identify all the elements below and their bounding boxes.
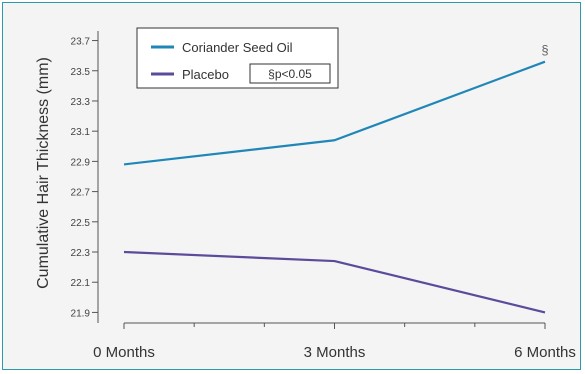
y-axis: 23.7 23.5 23.3 23.1 22.9 22.7 22.5 22.3 22.1 21.9 <box>71 31 98 323</box>
significance-marker: § <box>541 43 548 58</box>
x-axis: 0 Months 3 Months 6 Months <box>93 323 576 361</box>
legend: Coriander Seed Oil Placebo §p<0.05 <box>137 28 338 88</box>
line-chart: 23.7 23.5 23.3 23.1 22.9 22.7 22.5 22.3 22.1 21.9… <box>3 3 582 371</box>
y-tick-label: 23.5 <box>71 67 91 78</box>
x-tick-label: 3 Months <box>304 344 366 361</box>
series-line-placebo <box>124 252 545 312</box>
y-tick-label: 22.1 <box>71 278 91 289</box>
y-tick-label: 22.9 <box>71 157 91 168</box>
legend-label-placebo: Placebo <box>182 67 229 82</box>
significance-note: §p<0.05 <box>268 67 312 81</box>
y-tick-label: 23.7 <box>71 37 91 48</box>
y-tick-label: 21.9 <box>71 308 91 319</box>
y-tick-label: 22.7 <box>71 188 91 199</box>
y-axis-title: Cumulative Hair Thickness (mm) <box>35 57 52 289</box>
series-lines <box>124 62 545 313</box>
y-tick-label: 22.5 <box>71 218 91 229</box>
y-tick-label: 23.3 <box>71 97 91 108</box>
x-tick-label: 6 Months <box>514 344 576 361</box>
chart-frame: 23.7 23.5 23.3 23.1 22.9 22.7 22.5 22.3 22.1 21.9… <box>2 2 581 370</box>
legend-label-coriander: Coriander Seed Oil <box>182 40 293 55</box>
y-tick-label: 22.3 <box>71 248 91 259</box>
y-tick-label: 23.1 <box>71 127 91 138</box>
x-tick-label: 0 Months <box>93 344 155 361</box>
